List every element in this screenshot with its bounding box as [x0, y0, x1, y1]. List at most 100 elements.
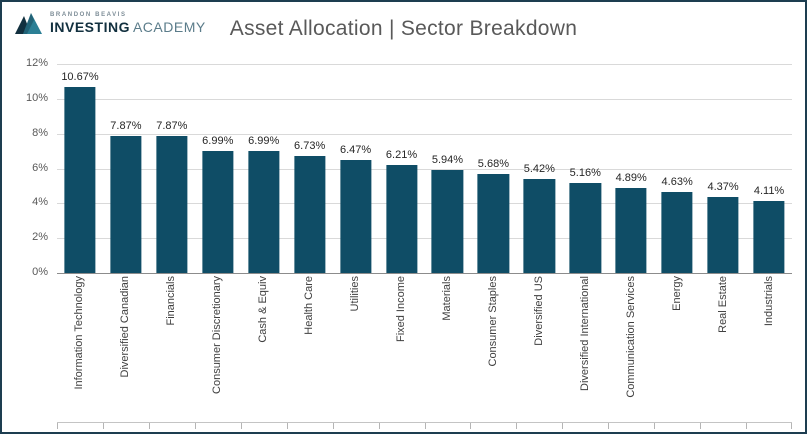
axis-tick	[516, 423, 518, 429]
bar	[661, 192, 693, 273]
axis-tick	[378, 423, 380, 429]
bar-column: 6.21%	[379, 64, 425, 273]
gridline	[57, 98, 792, 100]
axis-tick	[424, 423, 426, 429]
bar-column: 7.87%	[149, 64, 195, 273]
brand-logo: BRANDON BEAVIS INVESTING ACADEMY	[14, 11, 206, 35]
category-label: Consumer Discretionary	[211, 276, 224, 394]
category-label-cell: Real Estate	[700, 276, 746, 424]
bar-value-label: 4.11%	[753, 185, 785, 198]
axis-tick	[57, 423, 58, 429]
category-label-cell: Energy	[654, 276, 700, 424]
bar-value-label: 6.73%	[294, 139, 326, 152]
gridline	[57, 238, 792, 240]
axis-tick	[654, 423, 656, 429]
category-label: Communication Services	[624, 276, 637, 398]
category-label-cell: Cash & Equiv	[241, 276, 287, 424]
y-tick-label: 8%	[32, 126, 48, 139]
axis-tick	[148, 423, 150, 429]
bar-value-label: 5.68%	[477, 158, 509, 171]
category-label-cell: Consumer Staples	[470, 276, 516, 424]
y-tick-label: 10%	[25, 91, 48, 104]
brand-name-bold: INVESTING	[50, 18, 130, 35]
gridline	[57, 203, 792, 205]
bar-value-label: 6.47%	[339, 144, 372, 157]
bar-value-label: 7.87%	[156, 119, 188, 132]
bar	[156, 135, 188, 273]
bar-value-label: 6.99%	[202, 135, 234, 148]
category-label: Health Care	[303, 276, 316, 335]
y-tick-label: 0%	[32, 266, 48, 278]
y-tick-label: 12%	[25, 57, 48, 69]
category-label: Diversified Canadian	[119, 276, 132, 378]
bar-value-label: 4.89%	[615, 171, 647, 184]
gridline	[57, 133, 792, 135]
category-label-cell: Diversified International	[562, 276, 608, 424]
axis-tick	[470, 423, 472, 429]
bar-column: 6.47%	[333, 64, 379, 273]
bar	[294, 155, 326, 273]
plot-area	[57, 64, 792, 274]
bar	[110, 135, 142, 273]
category-axis-ticks	[57, 422, 792, 429]
bar-column: 4.63%	[654, 64, 700, 273]
bar-value-label: 4.37%	[707, 180, 739, 193]
bar-value-label: 6.99%	[248, 135, 280, 148]
axis-tick	[608, 423, 610, 429]
axis-tick	[562, 423, 564, 429]
bar	[569, 183, 601, 273]
category-label-cell: Fixed Income	[379, 276, 425, 424]
bar-column: 7.87%	[103, 64, 149, 273]
bar-value-label: 5.16%	[569, 167, 601, 180]
category-label: Real Estate	[716, 276, 729, 333]
bar	[477, 174, 510, 273]
axis-tick	[332, 423, 334, 429]
bar	[431, 169, 464, 273]
bar	[523, 178, 555, 273]
bar-column: 10.67%	[57, 64, 103, 273]
bar-column: 6.99%	[241, 64, 287, 273]
category-label-cell: Industrials	[746, 276, 792, 424]
category-label-cell: Financials	[149, 276, 195, 424]
bar	[615, 187, 647, 273]
category-label-cell: Health Care	[287, 276, 333, 424]
axis-tick	[102, 423, 104, 429]
category-label-cell: Information Technology	[57, 276, 103, 424]
brand-logo-text: BRANDON BEAVIS INVESTING ACADEMY	[50, 12, 206, 35]
bar-column: 5.42%	[516, 64, 562, 273]
gridline	[57, 64, 792, 65]
chart-title: Asset Allocation | Sector Breakdown	[229, 17, 578, 40]
category-label: Consumer Staples	[486, 276, 499, 367]
bar	[753, 201, 785, 273]
category-label-cell: Diversified US	[516, 276, 562, 424]
category-label-cell: Utilities	[333, 276, 379, 424]
category-label: Industrials	[762, 276, 775, 327]
axis-tick	[791, 423, 792, 429]
bar-column: 4.89%	[608, 64, 654, 273]
y-tick-label: 4%	[32, 196, 48, 209]
bar-column: 6.73%	[287, 64, 333, 273]
axis-tick	[746, 423, 748, 429]
category-label: Diversified International	[578, 276, 591, 391]
category-label: Cash & Equiv	[257, 276, 270, 343]
axis-tick	[240, 423, 242, 429]
category-label: Fixed Income	[395, 276, 408, 343]
category-label-cell: Consumer Discretionary	[195, 276, 241, 424]
category-label-cell: Materials	[425, 276, 471, 424]
bar-column: 4.11%	[746, 64, 792, 273]
axis-tick	[194, 423, 196, 429]
bar-column: 5.16%	[562, 64, 608, 273]
axis-tick	[286, 423, 288, 429]
bar	[385, 164, 418, 273]
bar	[707, 196, 739, 273]
mountain-logo-icon	[15, 13, 42, 34]
bar	[64, 87, 96, 273]
category-label: Diversified US	[532, 276, 545, 346]
category-label: Energy	[670, 276, 683, 311]
brand-name-light: ACADEMY	[132, 18, 206, 35]
bar-value-label: 7.87%	[110, 119, 142, 132]
bar-column: 6.99%	[195, 64, 241, 273]
x-axis-line	[57, 273, 792, 274]
bar	[339, 160, 372, 273]
